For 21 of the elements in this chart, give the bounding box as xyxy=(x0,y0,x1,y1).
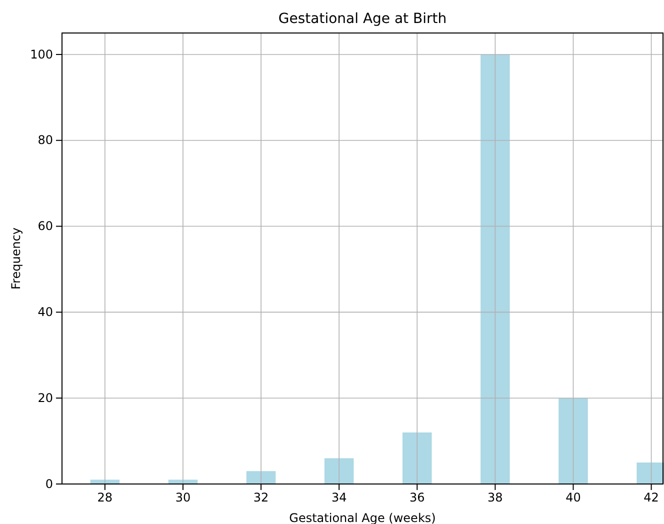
y-tick-label: 20 xyxy=(38,390,53,405)
x-tick-label: 28 xyxy=(97,490,113,505)
bar xyxy=(402,432,432,484)
bar xyxy=(246,471,276,484)
y-tick-label: 80 xyxy=(38,133,53,148)
x-tick-label: 32 xyxy=(253,490,269,505)
y-axis-title: Frequency xyxy=(9,228,23,290)
x-tick-label: 34 xyxy=(331,490,347,505)
x-tick-label: 30 xyxy=(175,490,191,505)
bar xyxy=(480,54,510,484)
x-tick-label: 40 xyxy=(566,490,581,505)
bar xyxy=(324,458,354,484)
y-tick-label: 40 xyxy=(38,305,53,320)
x-tick-label: 36 xyxy=(409,490,425,505)
bar xyxy=(558,398,588,484)
x-tick-label: 42 xyxy=(644,490,659,505)
chart-title: Gestational Age at Birth xyxy=(278,11,447,27)
y-tick-label: 100 xyxy=(30,47,53,62)
x-tick-label: 38 xyxy=(488,490,503,505)
y-tick-label: 60 xyxy=(38,219,53,234)
y-tick-label: 0 xyxy=(45,476,53,491)
